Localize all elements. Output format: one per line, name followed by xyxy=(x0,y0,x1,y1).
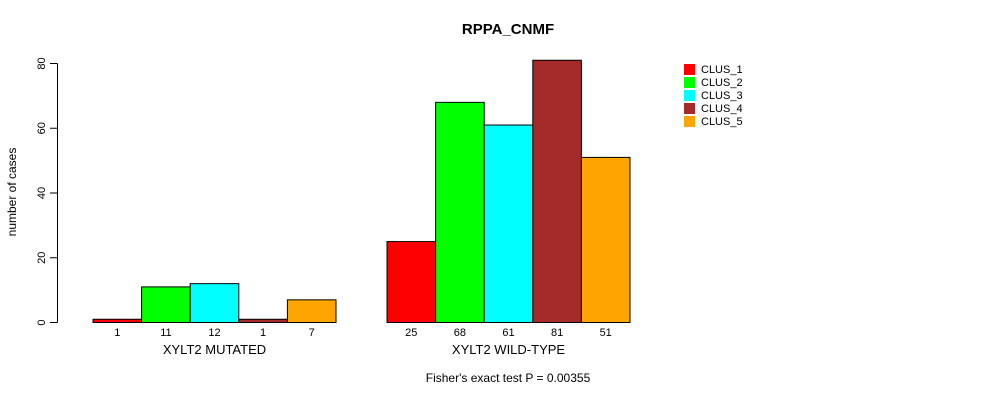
legend-label: CLUS_5 xyxy=(701,115,743,128)
bar xyxy=(189,283,240,323)
bar-value-label: 68 xyxy=(454,327,466,339)
legend-swatch xyxy=(684,90,695,101)
legend-item: CLUS_4 xyxy=(684,102,743,115)
bar-value-label: 12 xyxy=(208,327,220,339)
legend-swatch xyxy=(684,64,695,75)
y-tick-label: 40 xyxy=(36,187,48,199)
legend-swatch xyxy=(684,103,695,114)
bar xyxy=(286,299,337,323)
y-tick-label: 0 xyxy=(36,319,48,325)
bar-value-label: 81 xyxy=(551,327,563,339)
bar xyxy=(532,59,582,323)
bar xyxy=(386,241,437,323)
bar xyxy=(483,124,534,323)
bar xyxy=(580,156,631,323)
bar xyxy=(435,101,485,323)
bar xyxy=(141,286,191,324)
legend-item: CLUS_2 xyxy=(684,76,743,89)
legend-item: CLUS_1 xyxy=(684,63,743,76)
legend-label: CLUS_4 xyxy=(701,102,743,115)
bar-value-label: 25 xyxy=(405,327,417,339)
group-label: XYLT2 WILD-TYPE xyxy=(452,342,566,357)
legend-label: CLUS_2 xyxy=(701,76,743,89)
y-tick-label: 20 xyxy=(36,252,48,264)
bar xyxy=(92,318,143,324)
bar-value-label: 1 xyxy=(260,327,266,339)
legend: CLUS_1 CLUS_2 CLUS_3 CLUS_4 CLUS_5 xyxy=(684,63,743,128)
y-tick-label: 80 xyxy=(36,57,48,69)
legend-label: CLUS_1 xyxy=(701,63,743,76)
bar-value-label: 1 xyxy=(114,327,120,339)
legend-swatch xyxy=(684,77,695,88)
legend-swatch xyxy=(684,116,695,127)
group-label: XYLT2 MUTATED xyxy=(163,342,266,357)
y-tick-label: 60 xyxy=(36,122,48,134)
bar-value-label: 7 xyxy=(309,327,315,339)
chart-title: RPPA_CNMF xyxy=(461,21,555,38)
bar xyxy=(238,318,288,324)
legend-item: CLUS_3 xyxy=(684,89,743,102)
bar-value-label: 61 xyxy=(502,327,514,339)
legend-item: CLUS_5 xyxy=(684,115,743,128)
caption: Fisher's exact test P = 0.00355 xyxy=(425,371,591,385)
bar-value-label: 51 xyxy=(600,327,612,339)
legend-label: CLUS_3 xyxy=(701,89,743,102)
bar-value-label: 11 xyxy=(160,327,171,339)
